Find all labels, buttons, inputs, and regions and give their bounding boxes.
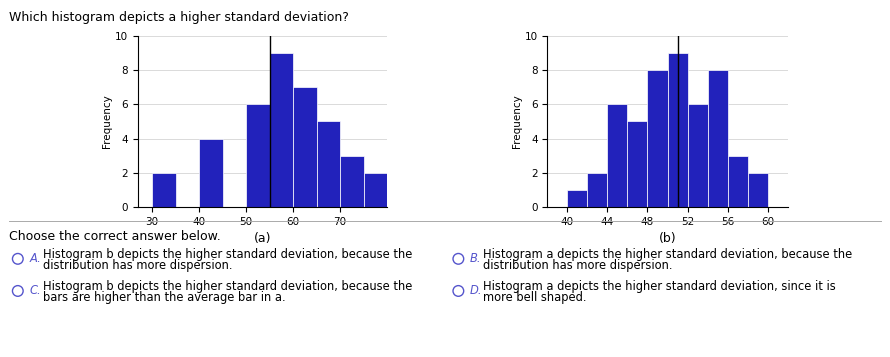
Bar — [607, 104, 627, 207]
Bar — [688, 104, 708, 207]
Text: Which histogram depicts a higher standard deviation?: Which histogram depicts a higher standar… — [9, 11, 349, 24]
Bar — [568, 190, 587, 207]
Bar — [728, 156, 748, 207]
Bar — [627, 121, 648, 207]
Bar — [270, 53, 293, 207]
Bar — [293, 87, 317, 207]
Bar — [648, 70, 668, 207]
Text: Histogram b depicts the higher standard deviation, because the: Histogram b depicts the higher standard … — [43, 280, 412, 293]
Text: A.: A. — [29, 252, 41, 265]
X-axis label: (b): (b) — [659, 232, 676, 245]
Bar — [317, 121, 340, 207]
Text: Histogram b depicts the higher standard deviation, because the: Histogram b depicts the higher standard … — [43, 248, 412, 261]
Bar — [668, 53, 688, 207]
Text: distribution has more dispersion.: distribution has more dispersion. — [43, 259, 232, 272]
Bar — [708, 70, 728, 207]
Text: Histogram a depicts the higher standard deviation, because the: Histogram a depicts the higher standard … — [483, 248, 853, 261]
Y-axis label: Frequency: Frequency — [512, 95, 522, 148]
Y-axis label: Frequency: Frequency — [102, 95, 112, 148]
Bar — [340, 156, 364, 207]
Text: Histogram a depicts the higher standard deviation, since it is: Histogram a depicts the higher standard … — [483, 280, 836, 293]
Text: B.: B. — [470, 252, 481, 265]
Text: C.: C. — [29, 285, 41, 297]
Bar — [199, 139, 222, 207]
Text: more bell shaped.: more bell shaped. — [483, 291, 587, 304]
X-axis label: (a): (a) — [254, 232, 271, 245]
Text: D.: D. — [470, 285, 482, 297]
Bar — [364, 173, 387, 207]
Text: bars are higher than the average bar in a.: bars are higher than the average bar in … — [43, 291, 286, 304]
Bar — [748, 173, 767, 207]
Text: distribution has more dispersion.: distribution has more dispersion. — [483, 259, 673, 272]
Text: Choose the correct answer below.: Choose the correct answer below. — [9, 230, 221, 243]
Bar — [587, 173, 608, 207]
Bar — [247, 104, 270, 207]
Bar — [152, 173, 175, 207]
